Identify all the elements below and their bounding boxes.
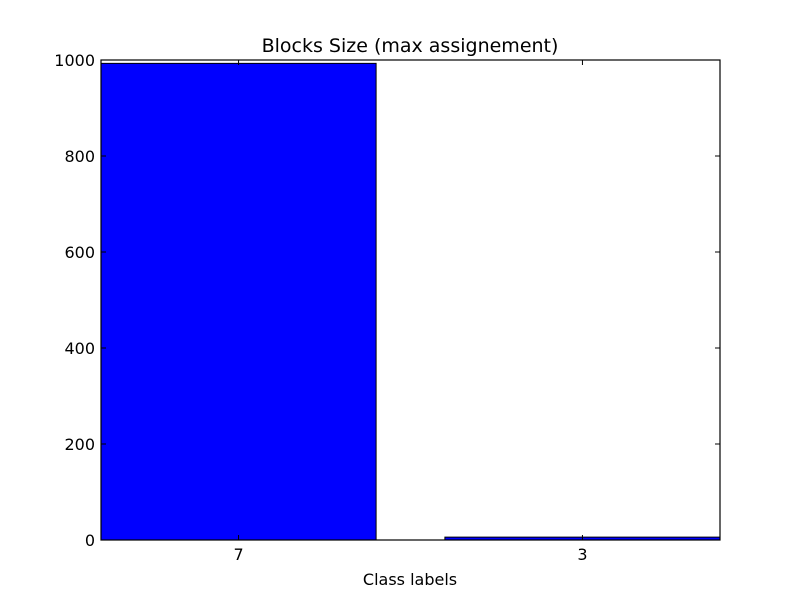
y-axis: 0 200 400 600 800 1000 bbox=[54, 51, 720, 550]
plot-frame bbox=[100, 59, 721, 541]
y-tick-label-200: 200 bbox=[64, 435, 95, 454]
x-axis-label: Class labels bbox=[363, 570, 457, 589]
y-tick-label-600: 600 bbox=[64, 243, 95, 262]
x-tick-label-3: 3 bbox=[577, 545, 587, 564]
bar-7 bbox=[100, 62, 377, 541]
bars bbox=[100, 62, 721, 541]
y-tick-label-800: 800 bbox=[64, 147, 95, 166]
y-tick-label-1000: 1000 bbox=[54, 51, 95, 70]
x-tick-label-7: 7 bbox=[233, 545, 243, 564]
y-tick-label-400: 400 bbox=[64, 339, 95, 358]
chart-title: Blocks Size (max assignement) bbox=[262, 35, 559, 57]
y-tick-label-0: 0 bbox=[85, 531, 95, 550]
